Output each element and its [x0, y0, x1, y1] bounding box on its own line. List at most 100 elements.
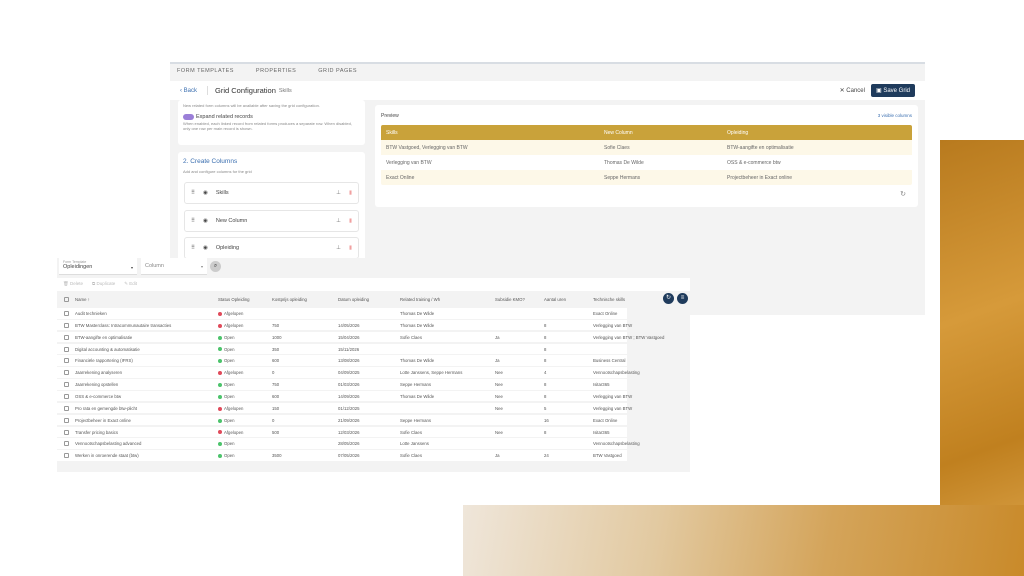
duplicate-button[interactable]: ⧉ Duplicate	[91, 281, 116, 286]
table-cell: Werken in onroerende staat (btw)	[75, 453, 139, 459]
tab-properties[interactable]: PROPERTIES	[255, 68, 297, 74]
table-cell: Business Central	[593, 358, 626, 364]
column-header[interactable]: Datum opleiding	[338, 297, 370, 302]
column-header[interactable]: Subsidie KMO?	[495, 297, 525, 302]
column-item[interactable]: ⠿ ◉ Opleiding ⊥ ▮	[184, 237, 359, 259]
eye-icon[interactable]: ◉	[203, 245, 208, 251]
pin-icon[interactable]: ⊥	[336, 245, 341, 251]
refresh-grid-button[interactable]: ↻	[663, 293, 674, 304]
table-row[interactable]: BTW-aangifte en optimalisatie Open 1000 15/…	[57, 331, 664, 343]
row-checkbox[interactable]	[64, 334, 69, 340]
column-header[interactable]: Status Opleiding	[218, 297, 250, 302]
table-cell: 13/08/2026	[338, 358, 360, 364]
status-text: Open	[224, 358, 235, 364]
status-text: Afgelopen	[224, 429, 244, 435]
table-row[interactable]: BTW Masterclass: Intracommunautaire tran…	[57, 319, 632, 331]
column-header[interactable]: Related training / Wh	[400, 297, 441, 302]
page-title: Grid Configuration	[207, 86, 276, 95]
column-select[interactable]: Column ▾	[141, 258, 207, 275]
table-cell: 1000	[272, 334, 282, 340]
drag-handle-icon[interactable]: ⠿	[191, 218, 196, 224]
row-checkbox[interactable]	[64, 417, 69, 423]
eye-icon[interactable]: ◉	[203, 218, 208, 224]
column-item[interactable]: ⠿ ◉ Skills ⊥ ▮	[184, 182, 359, 204]
row-checkbox[interactable]	[64, 453, 69, 459]
preview-header-cell[interactable]: Skills	[386, 129, 398, 136]
table-row[interactable]: Jaarrekening opstellen Open 750 01/03/2026 S…	[57, 379, 627, 390]
row-checkbox[interactable]	[64, 322, 69, 328]
wood-background-right	[940, 140, 1024, 576]
table-cell: 5	[544, 405, 547, 411]
table-row[interactable]: Werken in onroerende staat (btw) Open 3500…	[57, 450, 627, 461]
form-template-select[interactable]: Form Template Opleidingen ▾	[59, 258, 137, 275]
column-header[interactable]: Aantal uren	[544, 297, 566, 302]
row-checkbox[interactable]	[64, 370, 69, 376]
table-cell: Isitar365	[593, 429, 610, 435]
trash-icon[interactable]: ▮	[348, 190, 352, 196]
refresh-icon[interactable]: ↻	[900, 191, 906, 198]
visible-columns-link[interactable]: 3 visible columns	[877, 113, 912, 118]
drag-handle-icon[interactable]: ⠿	[191, 245, 196, 251]
preview-cell: Thomas De Wilde	[604, 159, 644, 166]
status-text: Afgelopen	[224, 405, 244, 411]
status-badge: Afgelopen	[218, 370, 243, 375]
trash-icon[interactable]: ▮	[348, 245, 352, 251]
row-checkbox[interactable]	[64, 441, 69, 447]
pin-icon[interactable]: ⊥	[336, 218, 341, 224]
column-header[interactable]: Kostprijs opleiding	[272, 297, 307, 302]
table-row[interactable]: Jaarrekening analyseren Afgelopen 0 04/09/2…	[57, 367, 640, 378]
menu-button[interactable]: ≡	[677, 293, 688, 304]
tab-form-templates[interactable]: FORM TEMPLATES	[177, 68, 234, 74]
row-checkbox[interactable]	[64, 358, 69, 364]
table-cell: Transfer pricing basics	[75, 429, 119, 435]
tab-grid-pages[interactable]: GRID PAGES	[318, 68, 358, 74]
trash-icon[interactable]: ▮	[348, 218, 352, 224]
status-badge: Afgelopen	[218, 311, 243, 316]
table-row[interactable]: Digital accounting & automatisatie Open 35…	[57, 343, 627, 355]
cancel-button[interactable]: ✕ Cancel	[839, 88, 865, 94]
row-checkbox[interactable]	[64, 405, 69, 411]
pin-icon[interactable]: ⊥	[336, 190, 341, 196]
table-cell: 16	[544, 417, 549, 423]
eye-icon[interactable]: ◉	[203, 190, 208, 196]
status-badge: Open	[218, 382, 235, 387]
row-checkbox[interactable]	[64, 382, 69, 388]
preview-cell: Sofie Claes	[604, 144, 630, 151]
status-text: Open	[224, 382, 235, 388]
edit-button[interactable]: ✎ Edit	[124, 281, 138, 286]
row-checkbox[interactable]	[64, 393, 69, 399]
drag-handle-icon[interactable]: ⠿	[191, 190, 196, 196]
duplicate-label: Duplicate	[96, 281, 116, 286]
table-row[interactable]: Financiële rapportering (IFRS) Open 600 13/…	[57, 355, 627, 366]
column-header[interactable]: Name ↑	[75, 297, 90, 302]
row-checkbox[interactable]	[64, 429, 69, 435]
table-row[interactable]: Pro rata en gemengde btw-plicht Afgelopen…	[57, 402, 632, 414]
table-row[interactable]: Audit technieken Afgelopen Thomas De Wilde…	[57, 308, 627, 319]
table-cell: 21/09/2026	[338, 417, 360, 423]
column-item[interactable]: ⠿ ◉ New Column ⊥ ▮	[184, 210, 359, 232]
table-cell: BTW-aangifte en optimalisatie	[75, 334, 133, 340]
delete-button[interactable]: 🗑 Delete	[63, 281, 83, 286]
table-cell: 0	[272, 370, 275, 376]
status-badge: Open	[218, 441, 235, 446]
table-cell: 07/05/2026	[338, 453, 360, 459]
search-button[interactable]: ⌕	[210, 261, 221, 272]
table-row[interactable]: Projectbeheer in Exact online Open 0 21/09/…	[57, 414, 627, 426]
preview-cell: BTW Vastgoed, Verlegging van BTW	[386, 144, 468, 151]
row-checkbox[interactable]	[64, 311, 69, 316]
table-row[interactable]: Transfer pricing basics Afgelopen 500 12/03…	[57, 426, 627, 437]
column-header[interactable]: Technische skills	[593, 297, 625, 302]
preview-cell: OSS & e-commerce btw	[727, 159, 781, 166]
expand-toggle[interactable]	[183, 114, 194, 120]
save-grid-button[interactable]: ▣ Save Grid	[870, 84, 915, 97]
table-cell: 12/03/2026	[338, 429, 360, 435]
back-link[interactable]: ‹ Back	[180, 87, 198, 94]
preview-header-cell[interactable]: New Column	[604, 129, 633, 136]
row-checkbox[interactable]	[64, 346, 69, 352]
table-cell: Sofie Claes	[400, 453, 422, 459]
table-cell: Seppe Hermans	[400, 382, 432, 388]
table-row[interactable]: OSS & e-commerce btw Open 600 14/09/2026 Tho…	[57, 390, 632, 402]
table-row[interactable]: Vennootschapsbelasting advanced Open 28/05…	[57, 438, 640, 449]
select-all-checkbox[interactable]	[64, 297, 69, 302]
preview-header-cell[interactable]: Opleiding	[727, 129, 749, 136]
